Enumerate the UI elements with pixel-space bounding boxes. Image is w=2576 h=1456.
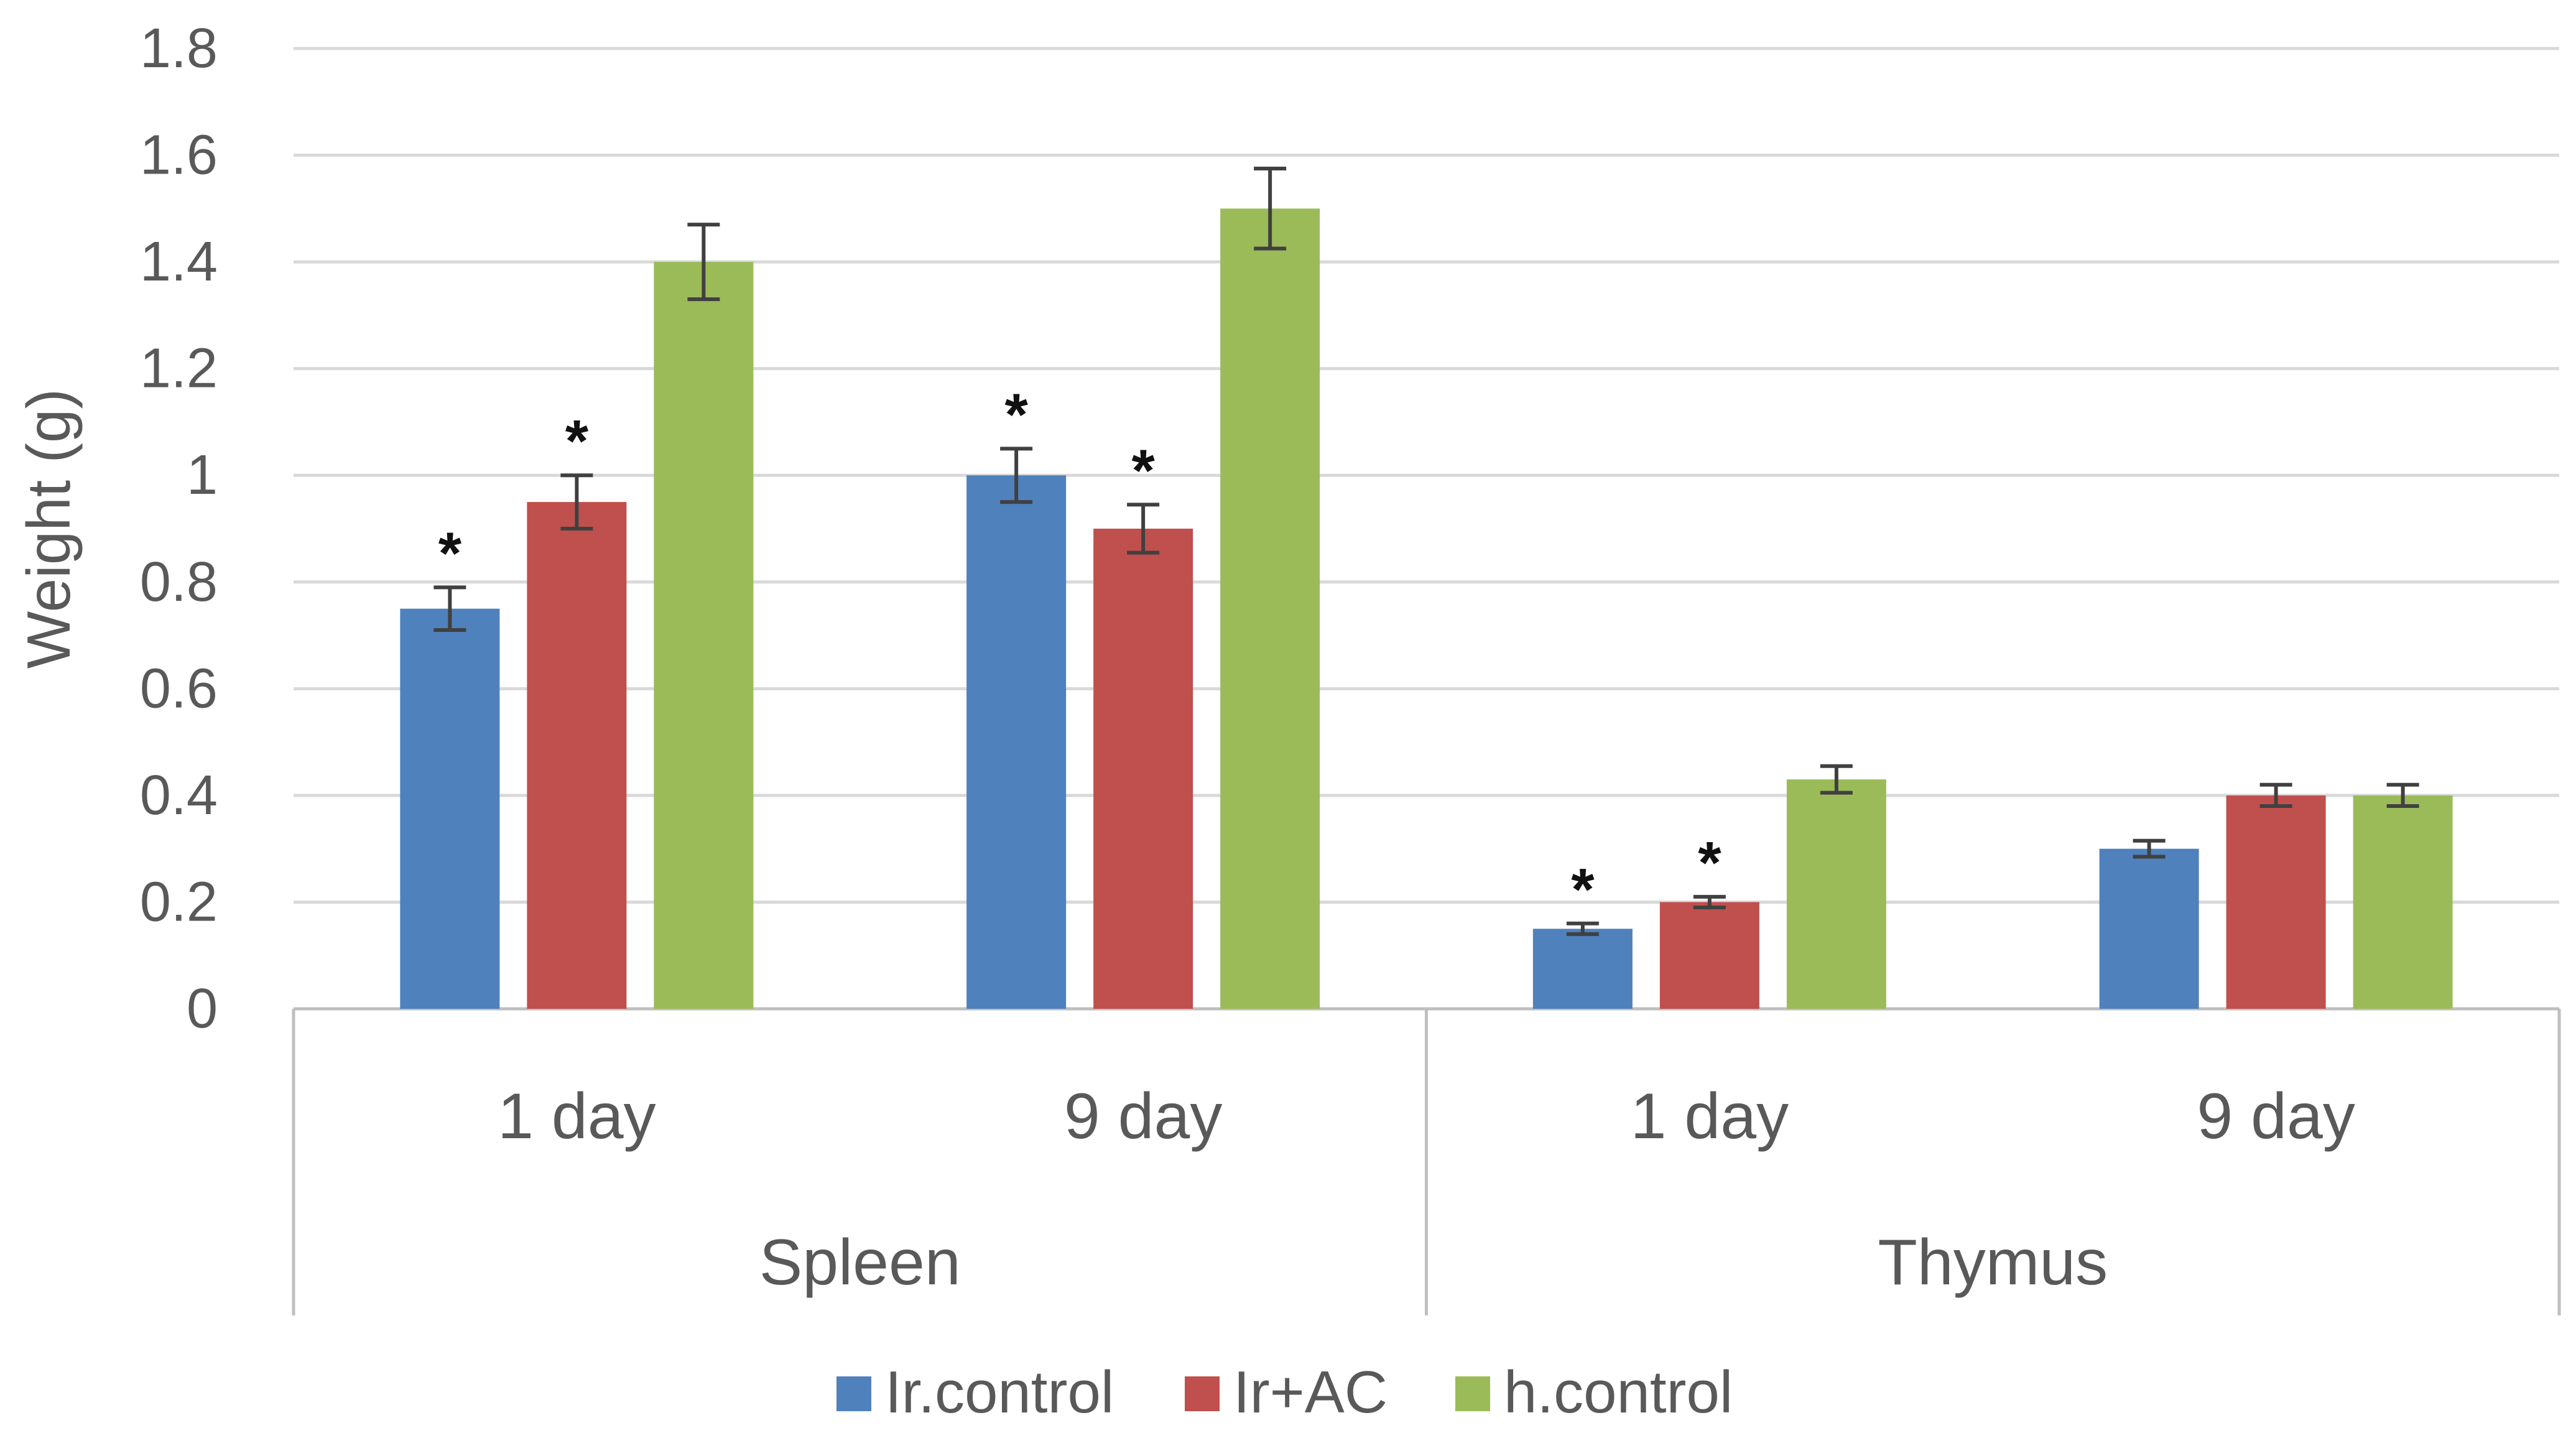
y-axis-title: Weight (g) (14, 389, 83, 669)
legend-label: h.control (1504, 1359, 1733, 1426)
x-category-label: 9 day (1064, 1080, 1222, 1152)
bar (1220, 208, 1320, 1009)
bar (527, 502, 627, 1009)
bar (1093, 529, 1193, 1009)
y-tick-label: 1.2 (140, 338, 218, 400)
bar (966, 475, 1067, 1009)
y-tick-label: 1.6 (140, 124, 218, 187)
bar (1659, 902, 1759, 1009)
bar (400, 608, 500, 1009)
x-category-label: 9 day (2197, 1080, 2355, 1152)
bar (1532, 929, 1633, 1009)
y-tick-label: 0.6 (140, 657, 218, 720)
legend-label: Ir+AC (1233, 1359, 1388, 1426)
y-tick-label: 1.8 (140, 17, 218, 80)
x-category-label: 1 day (1631, 1080, 1789, 1152)
y-tick-label: 0.2 (140, 871, 218, 933)
bar (2099, 848, 2199, 1009)
legend-label: Ir.control (885, 1359, 1114, 1426)
y-tick-label: 0.8 (140, 551, 218, 613)
y-tick-label: 0 (187, 978, 218, 1040)
y-tick-label: 1 (187, 444, 218, 506)
bar (654, 262, 754, 1009)
y-tick-label: 0.4 (140, 764, 218, 827)
legend-swatch (1185, 1376, 1220, 1411)
bar (2353, 795, 2453, 1009)
significance-marker: * (1571, 856, 1595, 923)
legend-swatch (1455, 1376, 1490, 1411)
bar (2226, 795, 2326, 1009)
significance-marker: * (1004, 381, 1028, 448)
significance-marker: * (438, 520, 462, 587)
legend-swatch (836, 1376, 871, 1411)
x-group-label: Thymus (1878, 1226, 2108, 1299)
y-tick-label: 1.4 (140, 231, 218, 293)
x-category-label: 1 day (498, 1080, 656, 1152)
significance-marker: * (565, 408, 589, 475)
x-group-label: Spleen (759, 1226, 961, 1299)
significance-marker: * (1698, 830, 1721, 896)
bar (1786, 779, 1886, 1009)
significance-marker: * (1131, 437, 1155, 504)
